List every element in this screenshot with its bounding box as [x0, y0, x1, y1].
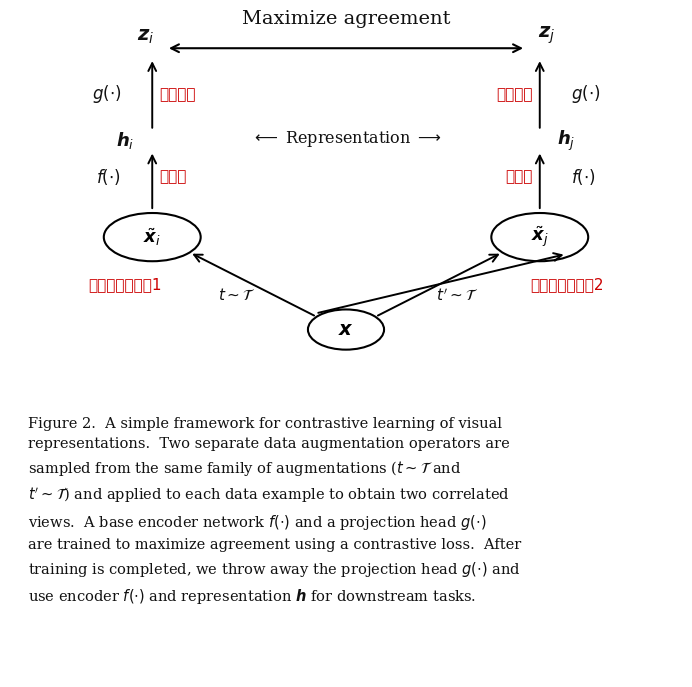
- Text: 数据增强的实例2: 数据增强的实例2: [531, 278, 604, 292]
- Text: 数据增强的实例1: 数据增强的实例1: [88, 278, 161, 292]
- Text: $f(\cdot)$: $f(\cdot)$: [96, 167, 121, 187]
- Ellipse shape: [104, 213, 201, 261]
- Text: $\tilde{\boldsymbol{x}}_i$: $\tilde{\boldsymbol{x}}_i$: [143, 227, 161, 248]
- Text: $\boldsymbol{h}_j$: $\boldsymbol{h}_j$: [557, 128, 576, 153]
- Ellipse shape: [491, 213, 588, 261]
- Text: $\boldsymbol{h}_i$: $\boldsymbol{h}_i$: [116, 130, 135, 151]
- Text: Maximize agreement: Maximize agreement: [242, 10, 450, 28]
- Text: $\boldsymbol{x}$: $\boldsymbol{x}$: [338, 320, 354, 339]
- Text: $t \sim \mathcal{T}$: $t \sim \mathcal{T}$: [218, 287, 256, 304]
- Text: $\tilde{\boldsymbol{x}}_j$: $\tilde{\boldsymbol{x}}_j$: [531, 225, 549, 249]
- Text: 投影操作: 投影操作: [496, 87, 533, 102]
- Ellipse shape: [308, 309, 384, 350]
- Text: $\boldsymbol{z}_j$: $\boldsymbol{z}_j$: [538, 25, 556, 46]
- Text: $t' \sim \mathcal{T}$: $t' \sim \mathcal{T}$: [436, 287, 478, 304]
- Text: $\longleftarrow$ Representation $\longrightarrow$: $\longleftarrow$ Representation $\longri…: [251, 128, 441, 148]
- Text: 编码器: 编码器: [159, 169, 187, 184]
- Text: Figure 2.  A simple framework for contrastive learning of visual
representations: Figure 2. A simple framework for contras…: [28, 417, 521, 606]
- Text: $\boldsymbol{z}_i$: $\boldsymbol{z}_i$: [136, 27, 154, 46]
- Text: $g(\cdot)$: $g(\cdot)$: [571, 83, 600, 105]
- Text: $g(\cdot)$: $g(\cdot)$: [92, 83, 121, 105]
- Text: 编码器: 编码器: [505, 169, 533, 184]
- Text: $f(\cdot)$: $f(\cdot)$: [571, 167, 596, 187]
- Text: 投影操作: 投影操作: [159, 87, 196, 102]
